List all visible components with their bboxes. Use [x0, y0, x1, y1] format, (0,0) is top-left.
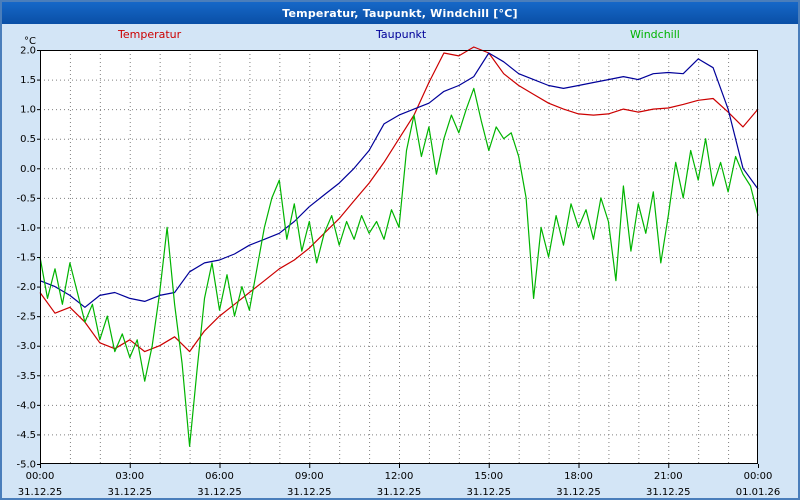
legend-item-windchill: Windchill	[630, 28, 680, 41]
x-tick-date-label: 01.01.26	[736, 487, 781, 498]
x-tick-time-label: 15:00	[474, 471, 503, 482]
y-tick-label: -4.5	[16, 430, 36, 441]
y-tick-label: -2.0	[16, 282, 36, 293]
x-tick-date-label: 31.12.25	[646, 487, 691, 498]
y-tick-label: 0.5	[20, 134, 36, 145]
title-bar: Temperatur, Taupunkt, Windchill [°C]	[2, 2, 798, 24]
x-tick-time-label: 00:00	[26, 471, 55, 482]
y-tick-label: 0.0	[20, 164, 36, 175]
y-tick-label: 1.0	[20, 105, 36, 116]
x-tick-date-label: 31.12.25	[377, 487, 422, 498]
y-tick-label: -3.0	[16, 341, 36, 352]
x-tick-time-label: 12:00	[385, 471, 414, 482]
x-tick-time-label: 09:00	[295, 471, 324, 482]
x-tick-time-label: 03:00	[115, 471, 144, 482]
x-tick-date-label: 31.12.25	[18, 487, 63, 498]
legend-item-temperatur: Temperatur	[118, 28, 182, 41]
x-tick-time-label: 21:00	[654, 471, 683, 482]
x-tick-date-label: 31.12.25	[107, 487, 152, 498]
x-tick-date-label: 31.12.25	[287, 487, 332, 498]
y-tick-label: -2.5	[16, 312, 36, 323]
x-tick-date-label: 31.12.25	[556, 487, 601, 498]
plot-border	[40, 50, 758, 464]
x-tick-date-label: 31.12.25	[466, 487, 511, 498]
y-tick-label: -1.0	[16, 223, 36, 234]
y-tick-label: -0.5	[16, 193, 36, 204]
legend-item-taupunkt: Taupunkt	[376, 28, 427, 41]
y-tick-label: -4.0	[16, 400, 36, 411]
y-tick-label: 1.5	[20, 75, 36, 86]
x-tick-time-label: 00:00	[744, 471, 773, 482]
x-tick-time-label: 18:00	[564, 471, 593, 482]
y-tick-label: -5.0	[16, 460, 36, 471]
chart-title: Temperatur, Taupunkt, Windchill [°C]	[282, 6, 518, 20]
y-axis-unit-label: °C	[24, 36, 36, 47]
x-tick-time-label: 06:00	[205, 471, 234, 482]
x-tick-date-label: 31.12.25	[197, 487, 242, 498]
series-line-temperatur	[39, 46, 759, 353]
plot-background	[40, 50, 758, 464]
series-line-windchill	[39, 87, 759, 447]
y-tick-label: 2.0	[20, 46, 36, 57]
y-tick-label: -1.5	[16, 253, 36, 264]
y-tick-label: -3.5	[16, 371, 36, 382]
